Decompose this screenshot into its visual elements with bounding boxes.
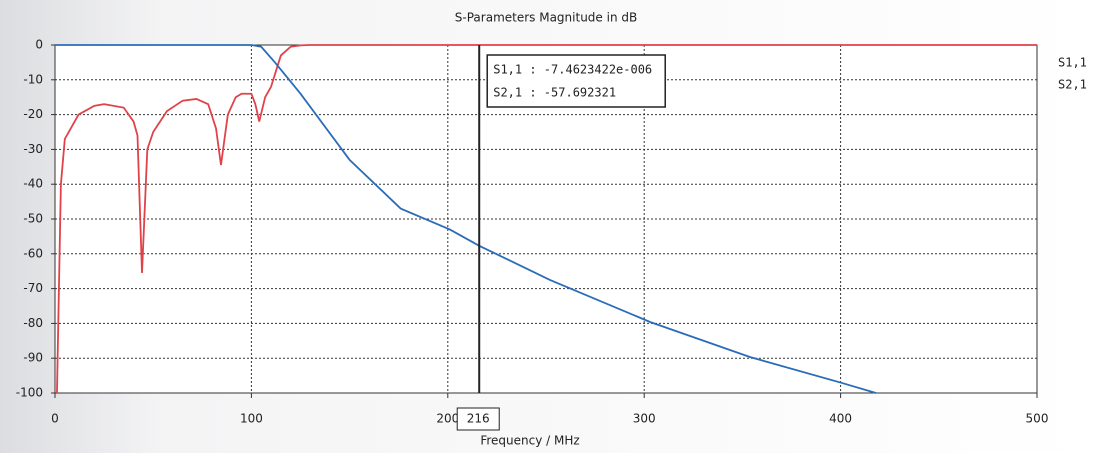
x-axis-label: Frequency / MHz (480, 434, 579, 448)
marker-value: 216 (467, 412, 490, 426)
marker-readout: S2,1 : -57.692321 (493, 86, 616, 100)
chart-title: S-Parameters Magnitude in dB (455, 11, 637, 25)
y-tick-label: -60 (23, 246, 43, 260)
x-tick-label: 200 (436, 412, 459, 426)
x-tick-label: 0 (51, 412, 59, 426)
series-line (56, 44, 1037, 394)
y-tick-label: -80 (23, 316, 43, 330)
y-tick-label: -30 (23, 142, 43, 156)
y-tick-label: -70 (23, 281, 43, 295)
marker-value-box (456, 407, 500, 431)
y-tick-label: -50 (23, 212, 43, 226)
legend-label: S2,1 (1058, 78, 1087, 92)
y-tick-label: -20 (23, 107, 43, 121)
x-tick-label: 100 (240, 412, 263, 426)
series-line (55, 44, 877, 394)
y-tick-label: -90 (23, 351, 43, 365)
y-tick-label: -10 (23, 72, 43, 86)
x-tick-label: 300 (633, 412, 656, 426)
y-tick-label: -40 (23, 177, 43, 191)
legend-label: S1,1 (1058, 56, 1087, 70)
marker-readout: S1,1 : -7.4623422e-006 (493, 63, 652, 77)
marker-readout-box (486, 54, 666, 108)
x-tick-label: 400 (829, 412, 852, 426)
y-tick-label: -100 (16, 386, 43, 400)
x-tick-label: 500 (1026, 412, 1049, 426)
y-tick-label: 0 (35, 38, 43, 52)
